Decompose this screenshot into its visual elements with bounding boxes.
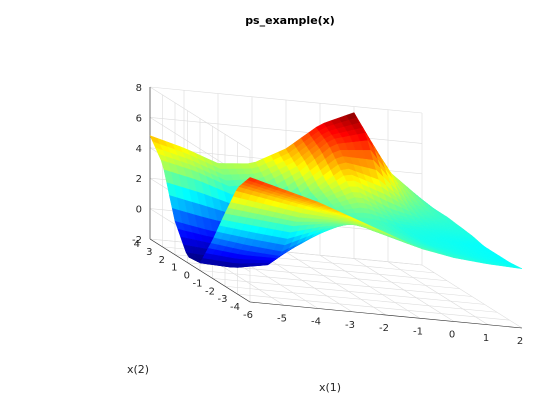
z-tick-label: 4 [136,144,142,155]
z-tick-label: 0 [136,205,142,216]
x-tick-label: 2 [517,336,523,347]
back-wall-grid-line [149,86,423,114]
floor-grid-line [199,270,473,297]
axis-edge [249,301,523,329]
floor-grid-line [224,285,498,313]
x-tick-label: -2 [379,323,389,334]
y-tick-label: 4 [134,239,140,250]
x-tick-label: 0 [449,330,455,341]
side-wall-grid-line [149,86,251,151]
y-tick-label: 3 [146,247,152,258]
y-tick-label: 2 [159,255,165,266]
floor-grid-line [212,278,485,305]
y-tick-label: -2 [205,286,215,297]
floor-grid-line [237,293,510,321]
z-tick-label: 2 [136,174,142,185]
z-tick-label: -2 [132,235,142,246]
z-tick-label: 6 [136,113,142,124]
y-tick-label: 1 [171,263,177,274]
chart-title: ps_example(x) [245,14,335,27]
axis-edge [149,238,251,303]
back-wall-grid-line [149,117,423,144]
x-tick-label: -3 [345,320,355,331]
x-tick-label: -5 [277,313,287,324]
y-tick-label: 0 [184,271,190,282]
y-tick-label: -3 [218,294,228,305]
y-axis-label: x(2) [127,363,149,376]
x-tick-label: -4 [311,317,321,328]
x-tick-label: -6 [243,310,253,321]
surface-patch [511,265,523,269]
x-tick-label: -1 [413,326,423,337]
z-tick-label: 8 [136,83,142,94]
x-axis-label: x(1) [319,381,341,394]
surface-mesh [149,112,523,269]
y-tick-label: -4 [230,302,240,313]
x-tick-label: 1 [483,333,489,344]
y-tick-label: -1 [193,278,203,289]
